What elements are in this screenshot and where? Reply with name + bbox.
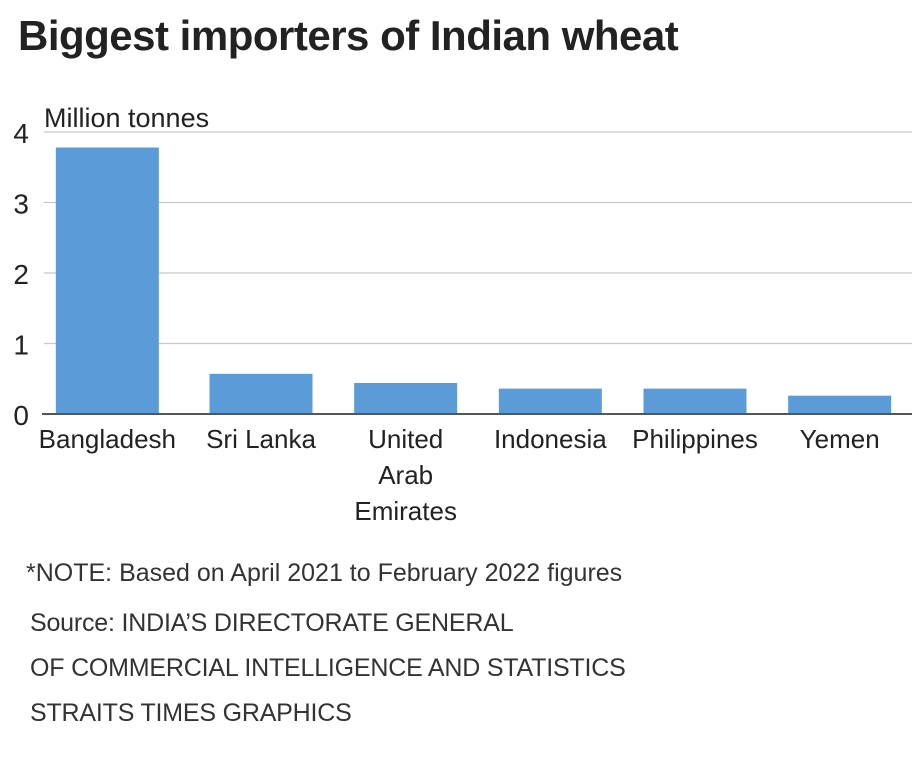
bar-sri-lanka <box>209 373 313 414</box>
y-tick-label: 3 <box>13 189 29 220</box>
y-tick-label: 4 <box>13 118 29 149</box>
y-tick-label: 1 <box>13 330 29 361</box>
x-tick-label: Yemen <box>800 424 880 454</box>
chart-title: Biggest importers of Indian wheat <box>18 12 679 59</box>
x-tick-label: United Arab Emirates <box>354 424 457 526</box>
y-tick-label: 0 <box>13 400 29 431</box>
bar-united-arab-emirates <box>354 382 458 414</box>
bars <box>55 147 892 414</box>
bar-yemen <box>788 395 892 414</box>
y-tick-label: 2 <box>13 259 29 290</box>
x-tick-label: Indonesia <box>494 424 607 454</box>
axes: 0 1 2 3 4 Bangladesh Sri Lanka United Arab Emirat… <box>13 118 912 526</box>
bar-chart: 0 1 2 3 4 Bangladesh Sri Lanka United Arab Emirat… <box>13 103 912 526</box>
bar-bangladesh <box>55 147 159 414</box>
source-line-1: Source: INDIA’S DIRECTORATE GENERAL <box>30 609 514 637</box>
footnote: *NOTE: Based on April 2021 to February 2… <box>26 559 623 587</box>
x-tick-label: Bangladesh <box>39 424 176 454</box>
credit-line: STRAITS TIMES GRAPHICS <box>30 699 352 727</box>
bar-philippines <box>643 388 747 414</box>
bar-indonesia <box>498 388 602 414</box>
x-tick-label: Philippines <box>632 424 758 454</box>
gridlines <box>44 131 912 345</box>
source-line-2: OF COMMERCIAL INTELLIGENCE AND STATISTIC… <box>30 654 626 682</box>
y-axis-label: Million tonnes <box>44 103 209 133</box>
x-tick-label: Sri Lanka <box>206 424 316 454</box>
